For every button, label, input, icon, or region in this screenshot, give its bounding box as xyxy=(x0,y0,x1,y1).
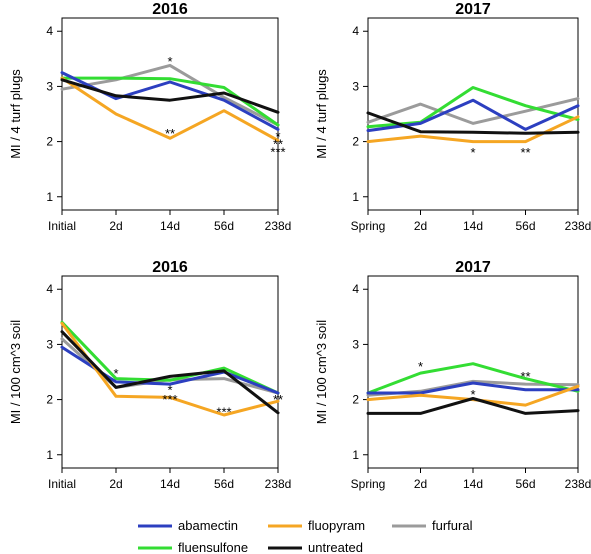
y-axis-label: MI / 4 turf plugs xyxy=(314,69,329,159)
x-tick-label: 14d xyxy=(160,477,180,491)
y-tick-label: 3 xyxy=(46,79,53,93)
plot-frame xyxy=(61,275,279,469)
x-tick-label: 2d xyxy=(109,477,122,491)
y-tick-label: 2 xyxy=(46,393,53,407)
y-axis-label: MI / 4 turf plugs xyxy=(8,69,23,159)
x-tick-label: Spring xyxy=(351,477,386,491)
significance-marker: * xyxy=(113,366,118,381)
x-tick-label: 14d xyxy=(463,219,483,233)
series-line-untreated xyxy=(366,111,580,135)
y-tick-label: 2 xyxy=(46,135,53,149)
x-tick-label: 14d xyxy=(160,219,180,233)
significance-marker: *** xyxy=(270,144,285,159)
significance-marker: ** xyxy=(273,392,283,407)
x-tick-label: 2d xyxy=(109,219,122,233)
series-line-untreated xyxy=(60,330,280,415)
legend-label-untreated: untreated xyxy=(308,540,363,554)
y-tick-label: 3 xyxy=(352,337,359,351)
legend: abamectin fluopyram furfural fluensulfon… xyxy=(138,518,473,554)
x-tick-label: 2d xyxy=(414,219,427,233)
series-line-abamectin xyxy=(366,381,580,395)
y-axis-label: MI / 100 cm^3 soil xyxy=(314,320,329,424)
plot-frame xyxy=(367,275,579,469)
series-line-fluopyram xyxy=(60,321,280,417)
y-tick-label: 4 xyxy=(46,282,53,296)
y-tick-label: 1 xyxy=(352,190,359,204)
significance-marker: * xyxy=(470,387,475,402)
legend-label-fluopyram: fluopyram xyxy=(308,518,365,533)
significance-marker: ** xyxy=(273,137,283,152)
series-line-untreated xyxy=(366,397,580,415)
chart-panel-2: 2017 1 2 3 4 Spring 2d 14d 56d 238d MI / 4 turf pl… xyxy=(314,1,591,233)
y-tick-label: 3 xyxy=(352,79,359,93)
chart-panel-1: 2016 1 2 3 4 Initial 2d 14d 56d 238d MI / 4 turf p… xyxy=(8,1,291,233)
y-tick-label: 2 xyxy=(352,393,359,407)
series-line-furfural xyxy=(366,97,580,125)
significance-marker: * xyxy=(275,129,280,144)
y-tick-label: 4 xyxy=(352,282,359,296)
y-tick-label: 4 xyxy=(46,24,53,38)
x-tick-label: Initial xyxy=(48,477,76,491)
x-tick-label: 14d xyxy=(463,477,483,491)
legend-label-furfural: furfural xyxy=(432,518,473,533)
significance-marker: ** xyxy=(520,369,530,384)
chart-title: 2017 xyxy=(455,1,491,18)
x-tick-label: 238d xyxy=(265,477,292,491)
chart-panels: 2016 1 2 3 4 Initial 2d 14d 56d 238d MI / 4 turf p… xyxy=(8,1,591,491)
y-tick-label: 2 xyxy=(352,135,359,149)
significance-marker: ** xyxy=(520,145,530,160)
series-line-fluensulfone xyxy=(366,362,580,395)
series-line-untreated xyxy=(60,78,280,114)
y-tick-label: 3 xyxy=(46,337,53,351)
y-tick-label: 1 xyxy=(352,448,359,462)
y-axis-label: MI / 100 cm^3 soil xyxy=(8,320,23,424)
series-line-fluopyram xyxy=(60,76,280,142)
y-tick-label: 4 xyxy=(352,24,359,38)
x-tick-label: Initial xyxy=(48,219,76,233)
significance-marker: * xyxy=(167,54,172,69)
significance-marker: * xyxy=(418,359,423,374)
chart-title: 2016 xyxy=(152,259,188,276)
x-tick-label: Spring xyxy=(351,219,386,233)
x-tick-label: 2d xyxy=(414,477,427,491)
significance-marker: * xyxy=(167,383,172,398)
x-tick-label: 238d xyxy=(565,477,591,491)
x-tick-label: 56d xyxy=(515,477,535,491)
plot-frame xyxy=(367,17,579,211)
significance-marker: ** xyxy=(165,126,175,141)
chart-title: 2017 xyxy=(455,259,491,276)
chart-panel-3: 2016 1 2 3 4 Initial 2d 14d 56d 238d MI / 100 cm^3… xyxy=(8,259,291,491)
x-tick-label: 56d xyxy=(515,219,535,233)
series-line-fluensulfone xyxy=(60,320,280,395)
x-tick-label: 56d xyxy=(214,477,234,491)
plot-frame xyxy=(61,17,279,211)
series-line-fluensulfone xyxy=(366,86,580,129)
x-tick-label: 238d xyxy=(565,219,591,233)
chart-title: 2016 xyxy=(152,1,188,18)
legend-label-fluensulfone: fluensulfone xyxy=(178,540,248,554)
significance-marker: *** xyxy=(162,392,177,407)
significance-marker: *** xyxy=(216,405,231,420)
y-tick-label: 1 xyxy=(46,190,53,204)
x-tick-label: 56d xyxy=(214,219,234,233)
legend-label-abamectin: abamectin xyxy=(178,518,238,533)
chart-panel-4: 2017 1 2 3 4 Spring 2d 14d 56d 238d MI / 100 cm^3 … xyxy=(314,259,591,491)
x-tick-label: 238d xyxy=(265,219,292,233)
significance-marker: * xyxy=(470,145,475,160)
series-line-furfural xyxy=(60,63,280,127)
y-tick-label: 1 xyxy=(46,448,53,462)
